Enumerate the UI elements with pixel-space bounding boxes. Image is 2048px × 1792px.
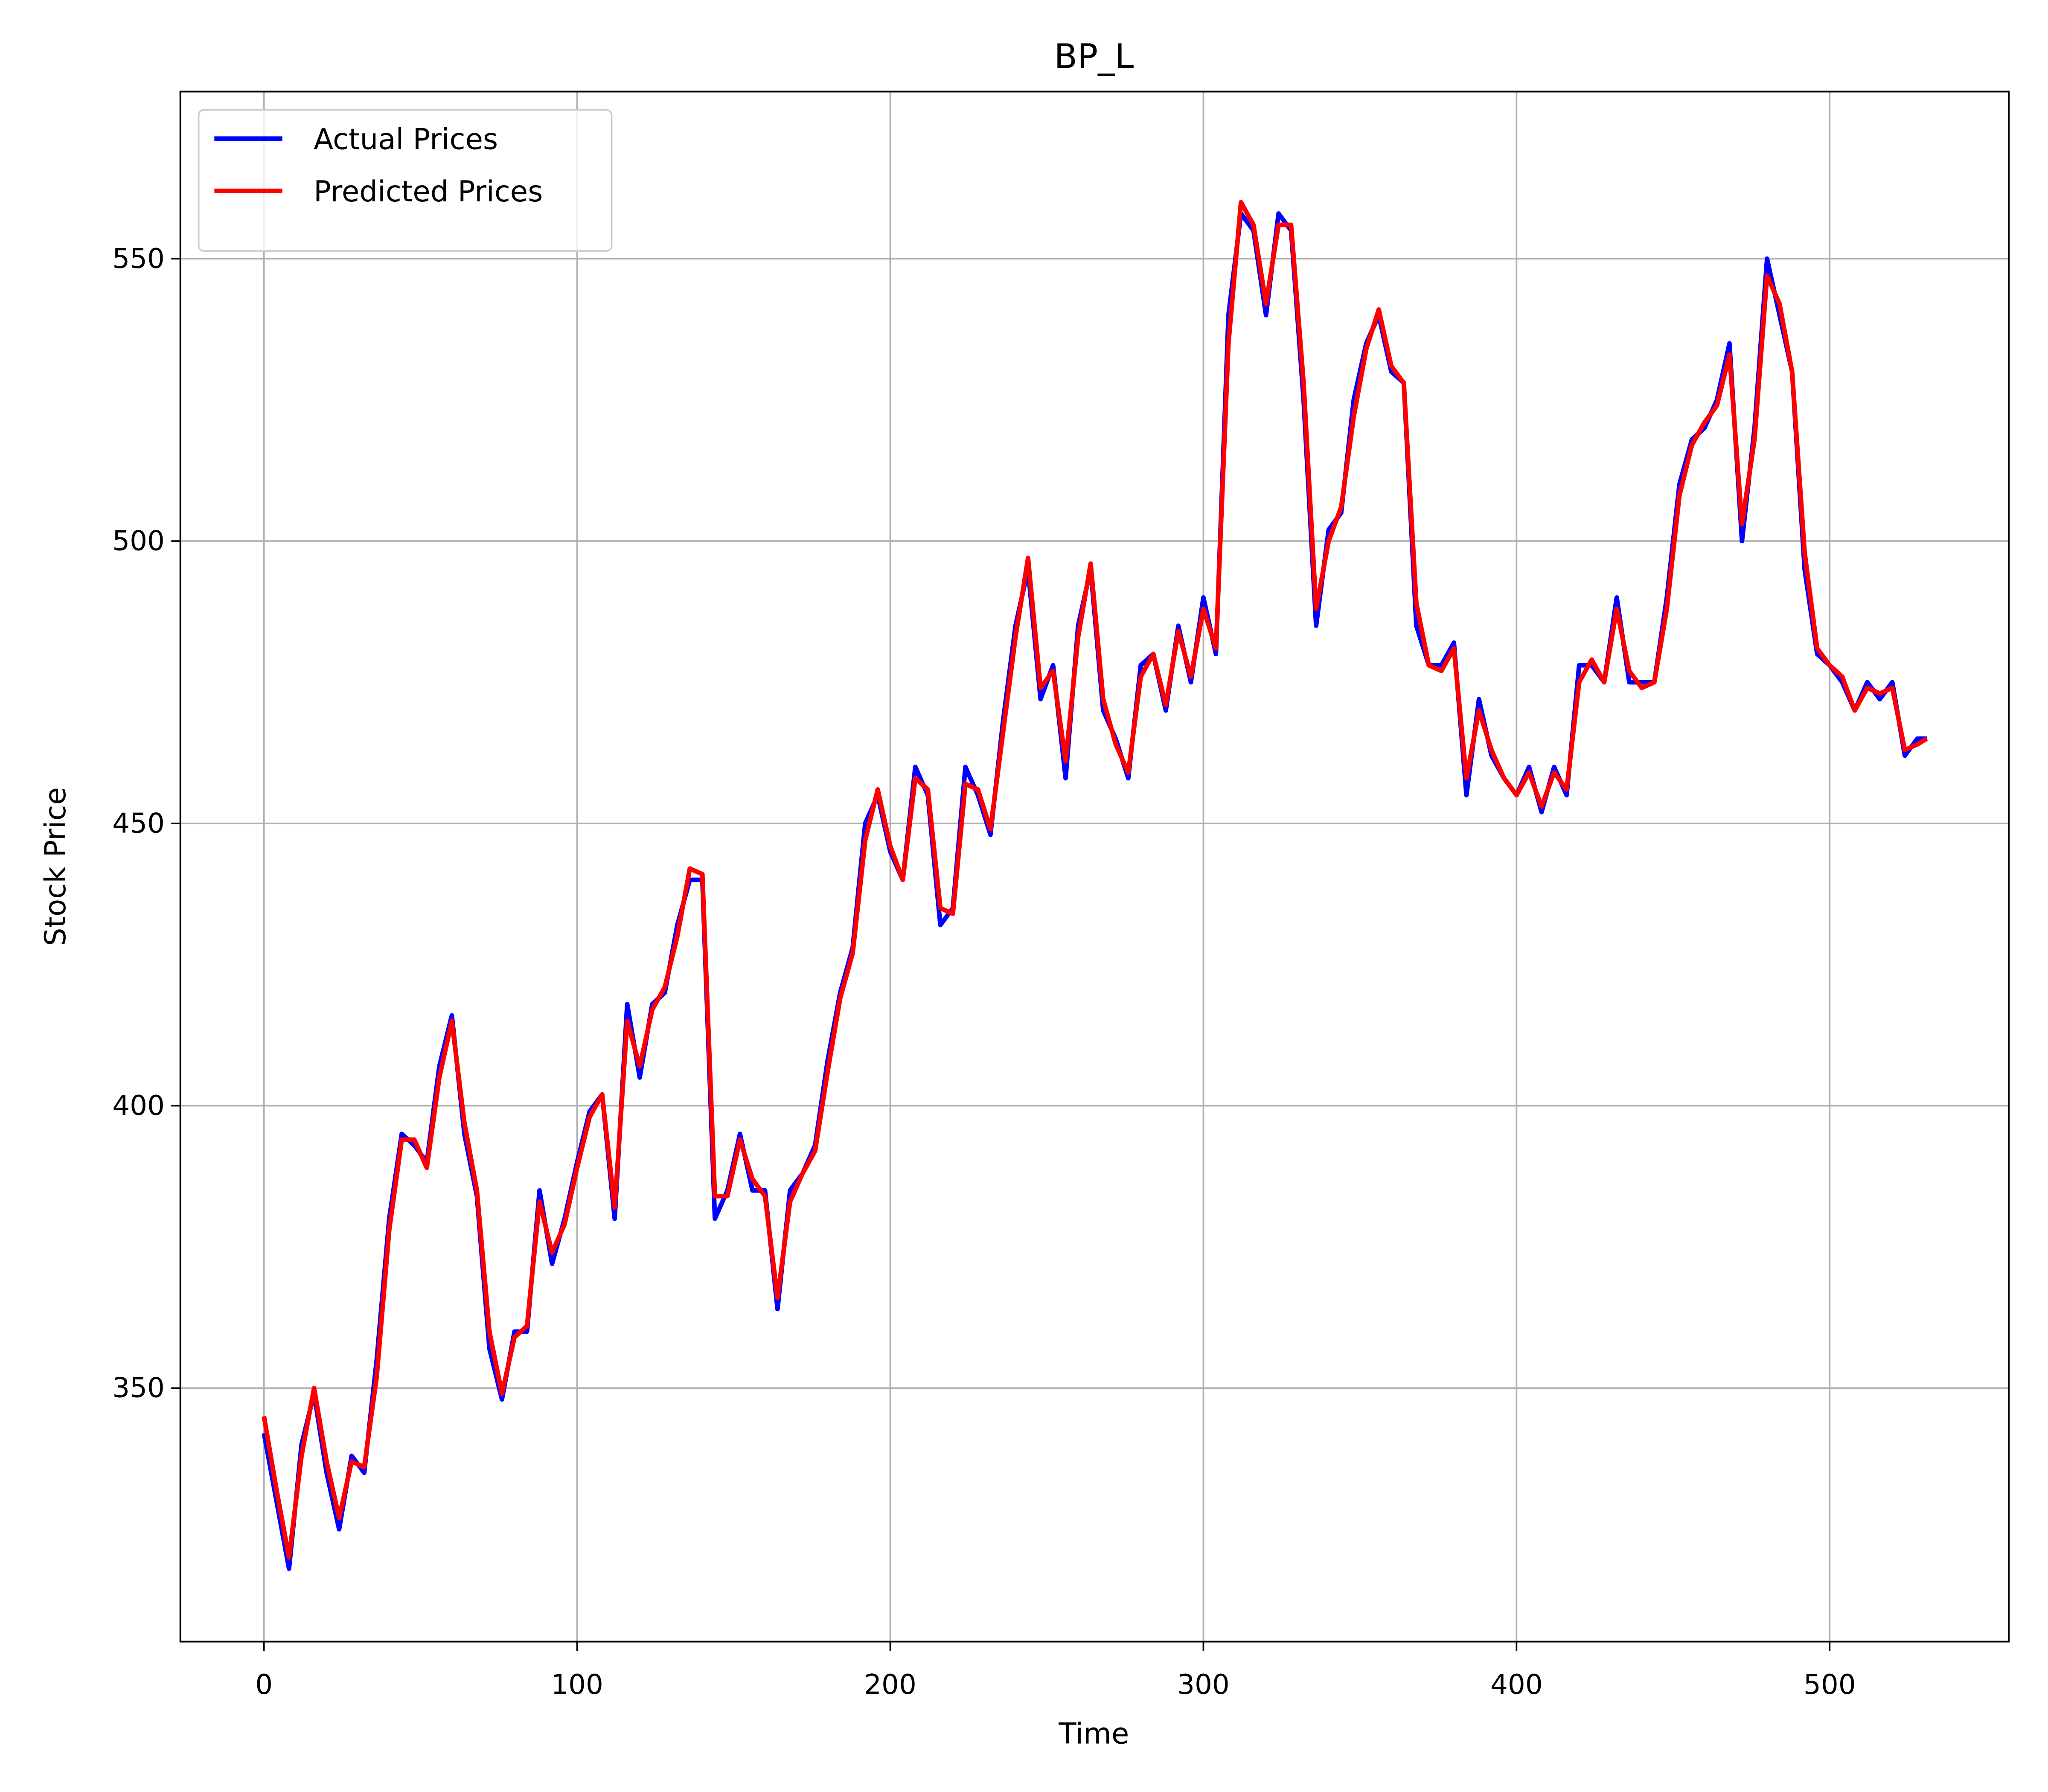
- x-tick-label: 300: [1177, 1669, 1230, 1701]
- x-tick-label: 500: [1804, 1669, 1856, 1701]
- legend-box: [198, 109, 613, 252]
- legend: Actual Prices Predicted Prices: [198, 109, 613, 252]
- legend-label: Actual Prices: [314, 122, 498, 156]
- x-tick-label: 400: [1490, 1669, 1543, 1701]
- y-axis-label: Stock Price: [38, 787, 72, 946]
- x-tick-label: 0: [255, 1669, 273, 1701]
- x-axis-label: Time: [1058, 1716, 1129, 1750]
- legend-label: Predicted Prices: [314, 175, 543, 208]
- data-line: [262, 200, 1928, 1560]
- chart-title: BP_L: [1054, 36, 1134, 76]
- y-tick-label: 500: [112, 525, 165, 557]
- y-tick-label: 400: [112, 1090, 165, 1122]
- y-tick-label: 350: [112, 1372, 165, 1404]
- plot-frame: [179, 90, 2010, 1643]
- y-tick-label: 450: [112, 807, 165, 839]
- y-tick-label: 550: [112, 243, 165, 275]
- x-tick-label: 100: [551, 1669, 603, 1701]
- x-tick-label: 200: [864, 1669, 916, 1701]
